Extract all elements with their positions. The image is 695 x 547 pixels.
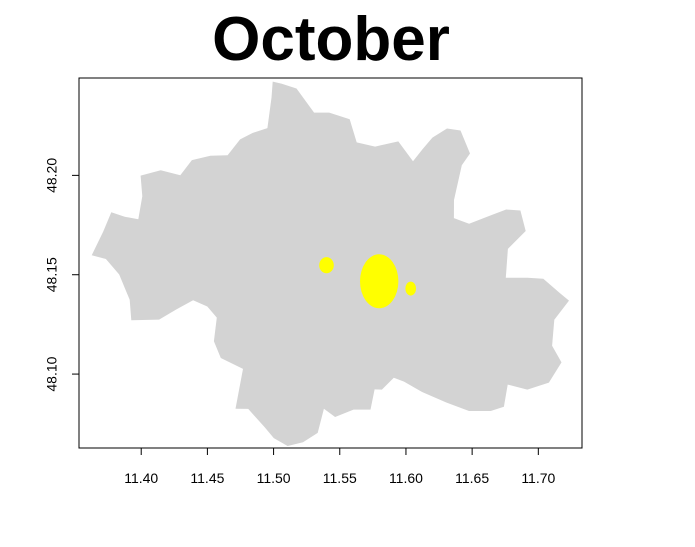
y-tick-label: 48.15 [44,257,60,292]
x-tick-label: 11.40 [124,470,158,486]
highlight-area-2 [319,257,334,274]
y-tick-label: 48.10 [44,356,60,391]
map-title: October [212,5,450,74]
y-axis: 48.10 48.15 48.20 [44,158,80,392]
x-axis: 11.40 11.45 11.50 11.55 11.60 11.65 11.70 [124,447,556,486]
highlight-layer [319,254,417,309]
map-layer [91,81,569,446]
x-tick-label: 11.70 [521,470,555,486]
highlight-area-1 [360,254,399,309]
y-tick-label: 48.20 [44,158,60,193]
x-tick-label: 11.60 [389,470,423,486]
x-tick-label: 11.65 [455,470,489,486]
x-tick-label: 11.50 [257,470,291,486]
highlight-area-3 [405,281,417,296]
x-tick-label: 11.55 [323,470,357,486]
x-tick-label: 11.45 [190,470,224,486]
